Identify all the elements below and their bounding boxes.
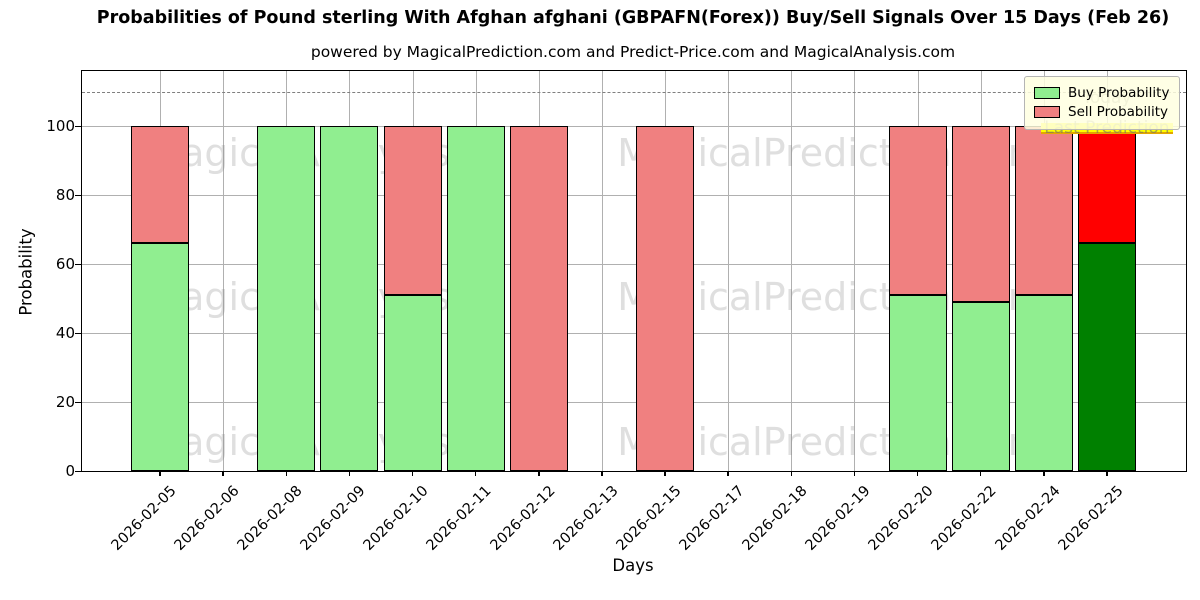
y-tickmark: [75, 401, 81, 404]
x-tickmark: [790, 471, 793, 476]
chart-title: Probabilities of Pound sterling With Afg…: [96, 8, 1170, 28]
h-gridline: [82, 195, 1186, 197]
x-tick-label: 2026-02-12: [487, 483, 559, 554]
bar-segment-sell: [383, 126, 442, 296]
v-gridline: [601, 71, 603, 471]
x-tickmark: [222, 471, 224, 476]
legend-label: Sell Probability: [1068, 104, 1169, 120]
h-gridline: [82, 333, 1186, 335]
legend-label: Buy Probability: [1068, 85, 1170, 101]
x-tickmark: [1043, 471, 1045, 476]
x-tickmark: [916, 471, 919, 476]
x-tick-label: 2026-02-06: [171, 483, 243, 554]
y-axis-label: Probability: [16, 228, 36, 316]
x-tick-label: 2026-02-09: [297, 483, 369, 554]
x-tick-label: 2026-02-17: [676, 483, 748, 554]
v-gridline: [791, 71, 793, 471]
bar-segment-sell: [509, 126, 568, 471]
y-tickmark: [75, 470, 81, 472]
x-tickmark: [664, 471, 666, 476]
bar-segment-sell: [131, 126, 189, 244]
x-tickmark: [601, 471, 603, 476]
bar-segment-buy: [131, 243, 189, 471]
y-tickmark: [75, 125, 81, 128]
h-gridline: [82, 402, 1186, 404]
legend-swatch-icon: [1034, 106, 1060, 118]
bar-segment-buy: [951, 302, 1010, 471]
h-gridline: [82, 264, 1186, 266]
x-tickmark: [348, 471, 351, 476]
legend-item: Sell Probability: [1034, 104, 1169, 120]
x-tick-label: 2026-02-10: [360, 483, 432, 554]
x-tick-label: 2026-02-13: [550, 483, 622, 554]
x-tickmark: [159, 471, 161, 476]
bar-segment-buy: [888, 295, 947, 471]
chart-subtitle: powered by MagicalPrediction.com and Pre…: [310, 43, 956, 61]
x-tick-label: 2026-02-08: [234, 483, 306, 554]
bar-segment-buy: [383, 295, 442, 471]
x-tickmark: [411, 471, 414, 476]
x-tickmark: [285, 471, 287, 476]
bar-segment-buy: [1014, 295, 1073, 471]
x-tickmark: [474, 471, 477, 476]
x-tickmark: [1106, 471, 1108, 476]
x-tick-label: 2026-02-18: [739, 483, 811, 554]
legend-item: Buy Probability: [1034, 85, 1169, 101]
y-tick-label: 100: [46, 117, 75, 136]
x-tickmark: [538, 471, 540, 476]
y-tick-label: 60: [55, 255, 75, 274]
y-tick-label: 40: [55, 324, 75, 343]
x-tick-label: 2026-02-19: [802, 483, 874, 554]
x-tickmark: [979, 471, 982, 476]
y-tick-label: 80: [55, 186, 75, 205]
x-tick-label: 2026-02-11: [424, 483, 495, 554]
y-tickmark: [75, 194, 81, 197]
legend-box: Buy Probability Sell Probability: [1024, 76, 1181, 130]
x-tick-label: 2026-02-22: [929, 483, 1001, 554]
v-gridline: [223, 71, 225, 471]
v-gridline: [728, 71, 730, 471]
y-tick-label: 20: [55, 393, 75, 412]
y-tickmark: [75, 263, 81, 266]
x-tick-label: 2026-02-05: [108, 483, 180, 554]
x-axis-label: Days: [612, 556, 654, 575]
legend-swatch-icon: [1034, 87, 1060, 99]
bar-segment-buy: [1077, 243, 1136, 471]
y-tick-label: 0: [65, 462, 75, 480]
bar-segment-sell: [888, 126, 947, 296]
bar-segment-sell: [951, 126, 1010, 303]
x-tick-label: 2026-02-25: [1055, 483, 1127, 554]
bar-segment-buy: [446, 126, 505, 471]
bar-segment-buy: [320, 126, 379, 471]
x-tick-label: 2026-02-20: [865, 483, 937, 554]
x-tick-label: 2026-02-15: [613, 483, 685, 554]
bar-segment-buy: [257, 126, 316, 471]
x-tick-label: 2026-02-24: [992, 483, 1064, 554]
x-tickmark: [853, 471, 856, 476]
h-gridline: [82, 126, 1186, 128]
y-tickmark: [75, 332, 81, 335]
plot-area: MagicalAnalysis.comMagicalPrediction.com…: [46, 70, 1187, 554]
bar-segment-sell: [1077, 126, 1136, 244]
bar-segment-sell: [636, 126, 695, 471]
v-gridline: [854, 71, 856, 471]
x-tickmark: [727, 471, 729, 476]
dashed-guide-line: [82, 91, 1186, 93]
bar-segment-sell: [1014, 126, 1073, 296]
